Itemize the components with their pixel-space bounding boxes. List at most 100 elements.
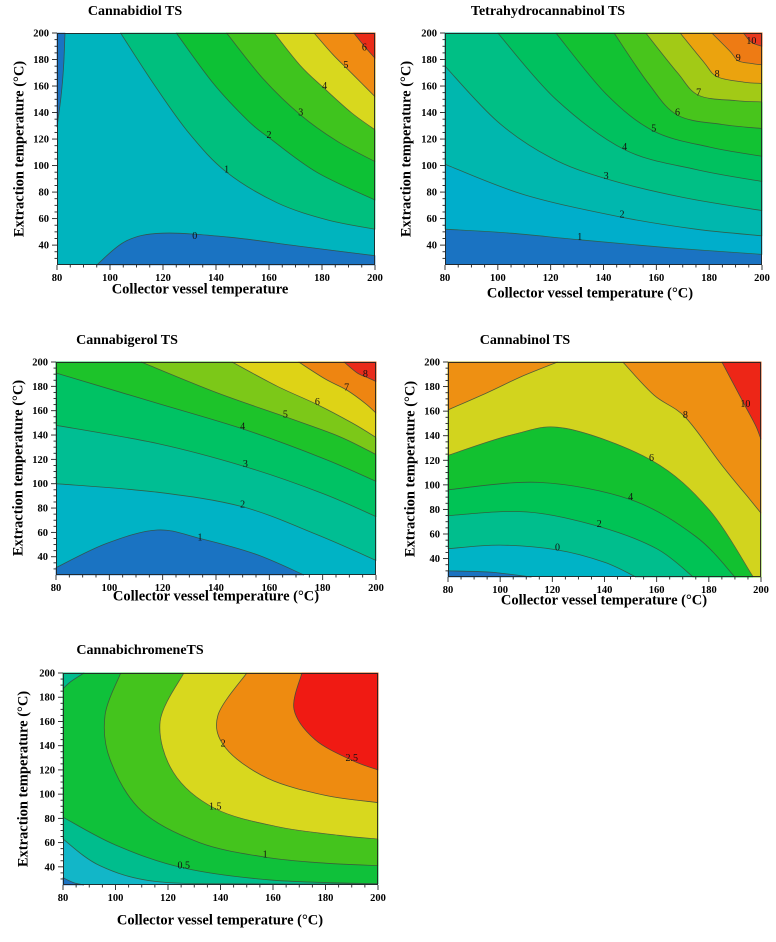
y-tick-label: 180 xyxy=(421,55,437,66)
x-tick-label: 140 xyxy=(596,273,612,284)
x-tick-label: 160 xyxy=(261,273,277,284)
contour-line-bottom-sliver xyxy=(447,570,532,578)
x-tick-label: 180 xyxy=(701,585,717,596)
contour-plot-canvas: 0.5 1 1.5 2 2.5 80 100 120 140 160 180 200 40 60 80 100… xyxy=(39,669,386,905)
x-tick-label: 80 xyxy=(440,273,451,284)
contour-label: 3 xyxy=(604,171,609,182)
y-tick-label: 40 xyxy=(39,241,50,252)
contour-label: 9 xyxy=(736,53,741,64)
y-tick-label: 200 xyxy=(424,358,440,369)
x-axis-label: Collector vessel temperature (°C) xyxy=(112,588,320,605)
y-axis-label: Extraction temperature (°C) xyxy=(11,60,28,238)
contour-label: 4 xyxy=(628,492,633,503)
contour-plot-canvas: 0 1 2 3 4 5 6 80 100 120 140 160 180 200 40 60 80 100 120 1… xyxy=(33,29,383,285)
contour-label: 7 xyxy=(344,383,349,394)
x-tick-label: 160 xyxy=(265,893,281,904)
contour-line-above-5 xyxy=(555,32,763,157)
x-tick-label: 200 xyxy=(367,273,383,284)
contour-plot-cannabichromenets: 0.5 1 1.5 2 2.5 80 100 120 140 160 180 200 40 60 80 100… xyxy=(39,669,386,905)
plot-title: Cannabigerol TS xyxy=(76,333,178,348)
y-tick-label: 80 xyxy=(39,188,50,199)
y-tick-label: 40 xyxy=(430,554,441,565)
contour-line-above-2 xyxy=(55,483,377,561)
contour-label: 2 xyxy=(597,519,602,530)
contour-line-above-3 xyxy=(226,32,376,162)
y-tick-label: 120 xyxy=(33,135,49,146)
x-tick-label: 180 xyxy=(318,893,334,904)
contour-label: 2 xyxy=(240,499,245,510)
x-axis-label: Collector vessel temperature (°C) xyxy=(500,592,708,609)
y-tick-label: 80 xyxy=(430,505,441,516)
x-tick-label: 160 xyxy=(261,583,277,594)
contour-line-above-8 xyxy=(679,32,763,84)
contour-label: 10 xyxy=(740,399,750,410)
y-axis-label: Extraction temperature (°C) xyxy=(398,60,415,238)
y-tick-label: 200 xyxy=(421,29,437,40)
y-tick-label: 180 xyxy=(424,382,440,393)
x-tick-label: 180 xyxy=(314,273,330,284)
y-tick-label: 140 xyxy=(421,108,437,119)
contour-plot-canvas: 1 2 3 4 5 6 7 8 9 10 80 100 120 140 160 180 200 40 60 80 100… xyxy=(421,29,770,285)
x-tick-label: 160 xyxy=(648,273,664,284)
y-tick-label: 40 xyxy=(38,552,49,563)
contour-line-above-8 xyxy=(343,361,377,382)
contour-label: 7 xyxy=(696,88,701,99)
contour-line-above-2 xyxy=(444,163,763,237)
x-tick-label: 80 xyxy=(51,583,62,594)
contour-label: 4 xyxy=(622,142,627,153)
contour-label: 4 xyxy=(240,422,245,433)
x-tick-label: 180 xyxy=(315,583,331,594)
contour-line-above-2 xyxy=(216,672,379,803)
contour-label: 8 xyxy=(715,69,720,80)
y-tick-label: 100 xyxy=(39,790,55,801)
contour-label: 1 xyxy=(263,850,268,861)
contour-line-above-10 xyxy=(721,361,762,440)
y-tick-label: 100 xyxy=(421,161,437,172)
x-tick-label: 100 xyxy=(490,273,506,284)
y-tick-label: 100 xyxy=(33,161,49,172)
contour-label: 1 xyxy=(198,532,203,543)
contour-label: 8 xyxy=(363,369,368,380)
x-tick-label: 120 xyxy=(155,273,171,284)
contour-plot-tetrahydrocannabinol-ts: 1 2 3 4 5 6 7 8 9 10 80 100 120 140 160 180 200 40 60 80 100… xyxy=(421,29,770,285)
contour-line-above-8-left xyxy=(447,361,558,411)
contour-line-above-0.5 xyxy=(62,816,379,885)
contour-line-below-1-blob xyxy=(55,529,305,576)
x-tick-label: 100 xyxy=(492,585,508,596)
contour-plot-cannabidiol-ts: 0 1 2 3 4 5 6 80 100 120 140 160 180 200 40 60 80 100 120 1… xyxy=(33,29,383,285)
contour-line-above-9 xyxy=(711,32,763,66)
y-axis-label: Extraction temperature (°C) xyxy=(10,379,27,557)
contour-line-above-4 xyxy=(273,32,376,131)
contour-line-above-2.5 xyxy=(293,672,379,771)
contour-label: 0 xyxy=(555,543,560,554)
y-tick-label: 200 xyxy=(33,29,49,40)
y-axis-label: Extraction temperature (°C) xyxy=(15,690,32,868)
y-tick-label: 140 xyxy=(32,431,48,442)
contour-line-above-6 xyxy=(231,361,377,438)
contour-line-above-3 xyxy=(444,65,763,211)
y-tick-label: 200 xyxy=(32,358,48,369)
contour-line-above-8-right xyxy=(622,361,762,514)
contour-plot-cannabinol-ts: 0 2 4 6 8 10 80 100 120 140 160 180 200 40 60 80 100 120 1… xyxy=(424,358,769,597)
x-tick-label: 200 xyxy=(368,583,384,594)
plot-frame xyxy=(448,362,761,577)
contour-label: 2.5 xyxy=(346,753,359,764)
plot-title: Cannabinol TS xyxy=(479,333,571,348)
x-tick-label: 120 xyxy=(155,583,171,594)
y-tick-label: 60 xyxy=(38,528,49,539)
contour-label: 2 xyxy=(619,210,624,221)
x-axis-label: Collector vessel temperature xyxy=(111,281,289,298)
y-tick-label: 140 xyxy=(33,108,49,119)
contour-line-corner-seagreen-patch xyxy=(62,672,85,689)
contour-label: 0.5 xyxy=(178,861,191,872)
contour-line-above-5 xyxy=(141,361,377,455)
contour-line-above-4 xyxy=(55,372,377,482)
contour-label: 4 xyxy=(322,81,327,92)
contour-label: 6 xyxy=(649,453,654,464)
y-tick-label: 200 xyxy=(39,669,55,680)
contour-line-above-1 xyxy=(103,672,379,866)
contour-line-above-7 xyxy=(645,32,763,103)
contour-label: 8 xyxy=(683,410,688,421)
y-tick-label: 120 xyxy=(424,456,440,467)
contour-label: 6 xyxy=(362,43,367,54)
